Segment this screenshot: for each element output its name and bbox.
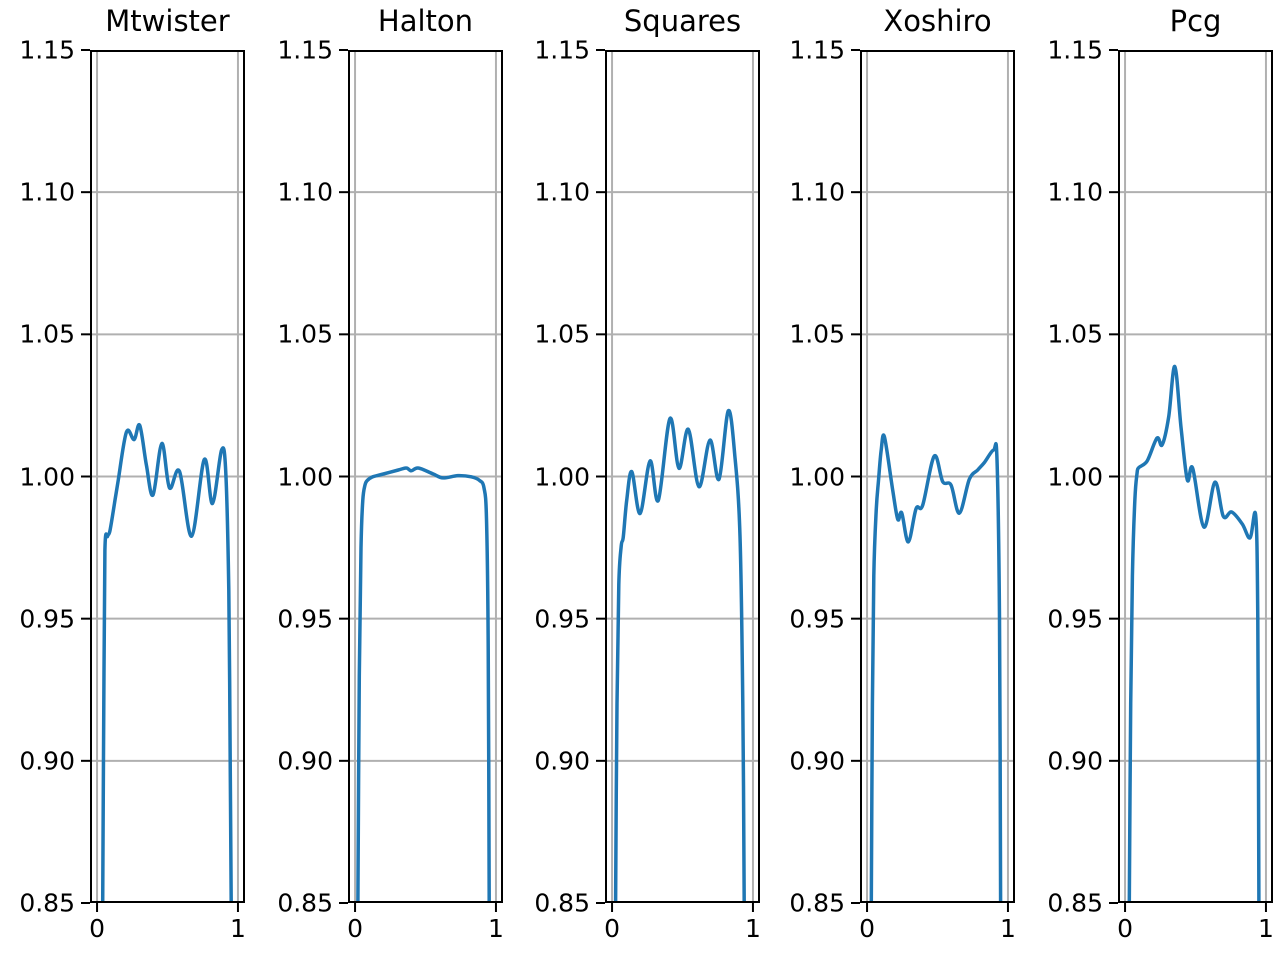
y-tick-label: 0.95 [277,604,333,634]
y-tick-label: 0.95 [1047,604,1103,634]
density-curve [869,433,1003,903]
density-curve [1127,364,1261,903]
subplot-title: Halton [377,4,474,38]
y-tick-label: 0.95 [534,604,590,634]
subplot-title: Squares [623,4,742,38]
y-tick-label: 0.90 [1047,746,1103,776]
plot-canvas [851,49,1015,912]
y-tick-label: 0.95 [789,604,845,634]
x-tick-label: 1 [1258,914,1274,943]
y-tick-label: 1.10 [1047,177,1103,207]
axes-spines [348,50,503,903]
density-curve [100,422,233,903]
y-tick-label: 1.15 [1047,35,1103,65]
axes-spines [90,50,245,903]
y-tick-label: 1.00 [277,462,333,491]
y-tick-label: 1.05 [19,319,75,349]
axes-spines [605,50,760,903]
y-tick-label: 1.15 [19,35,75,65]
subplot-xoshiro: Xoshiro 1.15 1.10 1.05 1.00 0.95 0.90 0.85 0 1 [789,4,1016,941]
x-tick-label: 0 [604,914,620,943]
density-curve [356,466,491,903]
y-tick-label: 1.15 [534,35,590,65]
y-tick-label: 1.10 [277,177,333,207]
y-tick-label: 0.85 [1047,888,1103,918]
y-tick-label: 1.00 [19,462,75,491]
y-tick-label: 0.85 [534,888,590,918]
subplot-pcg: Pcg 1.15 1.10 1.05 1.00 0.95 0.90 0.85 0 1 [1047,4,1274,941]
plot-canvas [339,49,503,912]
x-tick-label: 1 [1000,914,1016,943]
axes-spines [860,50,1015,903]
x-tick-label: 0 [859,914,875,943]
y-tick-label: 0.90 [19,746,75,776]
subplot-squares: Squares 1.15 1.10 1.05 1.00 0.95 0.90 0.85 0 1 [534,4,761,941]
y-tick-label: 1.00 [1047,462,1103,491]
y-tick-label: 0.85 [789,888,845,918]
y-tick-label: 1.10 [534,177,590,207]
y-tick-label: 0.95 [19,604,75,634]
y-tick-label: 1.10 [19,177,75,207]
x-tick-label: 1 [230,914,246,943]
y-tick-label: 1.10 [789,177,845,207]
y-tick-label: 1.15 [277,35,333,65]
plot-canvas [596,49,760,912]
subplot-title: Mtwister [105,4,230,38]
density-curve [613,409,746,903]
y-tick-label: 1.00 [534,462,590,491]
y-tick-label: 1.00 [789,462,845,491]
subplot-title: Xoshiro [883,4,992,38]
y-tick-label: 1.15 [789,35,845,65]
y-tick-label: 0.90 [534,746,590,776]
axes-spines [1118,50,1273,903]
subplot-title: Pcg [1169,4,1222,38]
plot-canvas [81,49,245,912]
y-tick-label: 0.90 [277,746,333,776]
y-tick-label: 1.05 [277,319,333,349]
y-tick-label: 0.85 [19,888,75,918]
y-tick-label: 1.05 [1047,319,1103,349]
y-tick-label: 1.05 [534,319,590,349]
x-tick-label: 0 [89,914,105,943]
y-tick-label: 1.05 [789,319,845,349]
plot-canvas [1109,49,1273,912]
x-tick-label: 1 [488,914,504,943]
x-tick-label: 0 [1117,914,1133,943]
x-tick-label: 1 [745,914,761,943]
subplot-mtwister: Mtwister 1.15 1.10 1.05 1.00 0.95 0.90 0.85 0 1 [19,4,246,941]
y-tick-label: 0.85 [277,888,333,918]
y-tick-label: 0.90 [789,746,845,776]
x-tick-label: 0 [347,914,363,943]
subplot-halton: Halton 1.15 1.10 1.05 1.00 0.95 0.90 0.85 0 1 [277,4,504,941]
